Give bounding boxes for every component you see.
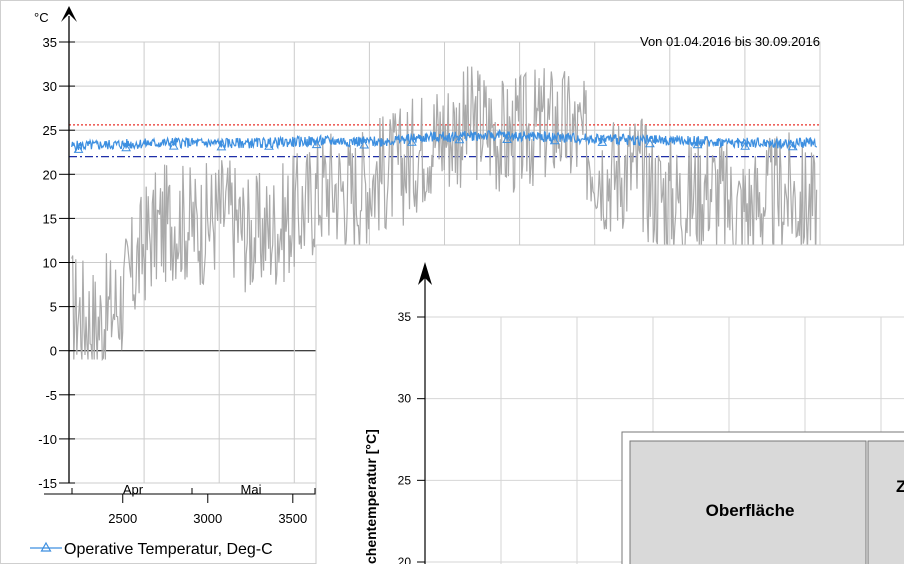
inset-y-tick-label: 35 <box>398 310 412 324</box>
series-marker <box>359 139 370 149</box>
legend-label: Operative Temperatur, Deg-C <box>64 541 273 558</box>
y-tick-label: 30 <box>43 79 57 94</box>
y-tick-label: 0 <box>50 344 57 359</box>
inset-y-axis-label: chentemperatur [°C] <box>363 429 379 564</box>
series-marker <box>73 144 84 153</box>
y-tick-label: 25 <box>43 123 57 138</box>
legend: Operative Temperatur, Deg-C <box>30 541 273 558</box>
table-header-oberflaeche: Oberfläche <box>706 501 795 520</box>
series-marker <box>406 137 417 146</box>
main-axes: 35 30 25 20 15 10 5 0 -5 -10 -15 2500 3000 3500 Apr Mai <box>38 6 330 526</box>
inset-y-axis-arrow <box>418 262 432 285</box>
series-marker <box>216 141 227 151</box>
y-tick-label: -10 <box>38 432 57 447</box>
y-tick-label: 5 <box>50 300 57 315</box>
y-tick-label: -15 <box>38 476 57 491</box>
x-tick-label: 2500 <box>108 511 137 526</box>
main-series-layer <box>69 66 820 362</box>
y-tick-label: 15 <box>43 211 57 226</box>
series-marker <box>121 142 132 152</box>
surface-table: Oberfläche Z <box>621 431 904 564</box>
series-marker <box>502 134 512 143</box>
y-unit-label: °C <box>34 10 49 25</box>
series-marker <box>454 134 465 144</box>
series-marker <box>645 138 655 148</box>
y-tick-label: -5 <box>45 388 57 403</box>
series-outside-temperature <box>71 66 818 362</box>
table-header-cell <box>629 440 867 564</box>
x-tick-label: 3500 <box>278 511 307 526</box>
series-marker <box>597 137 608 146</box>
month-label: Apr <box>123 482 144 497</box>
series-marker <box>787 141 798 151</box>
series-marker <box>311 139 322 149</box>
y-tick-label: 10 <box>43 256 57 271</box>
series-marker <box>740 141 751 150</box>
month-label: Mai <box>241 482 262 497</box>
legend-triangle-marker <box>40 541 52 552</box>
series-marker <box>692 139 703 149</box>
inset-axes: 35 30 25 20 <box>398 262 432 564</box>
series-marker <box>264 141 274 150</box>
series-marker <box>168 141 179 150</box>
inset-y-tick-label: 30 <box>398 392 412 406</box>
table-header-truncated: Z <box>896 477 904 496</box>
inset-y-tick-label: 25 <box>398 473 412 487</box>
series-operative-temperature <box>71 128 818 153</box>
series-marker <box>549 135 560 145</box>
y-tick-label: 20 <box>43 167 57 182</box>
y-axis-arrow <box>61 6 77 22</box>
inset-chart: 35 30 25 20 chentemperatur [°C] Oberfläche … <box>315 244 904 564</box>
table-header-cell-2 <box>867 440 904 564</box>
x-tick-label: 3000 <box>193 511 222 526</box>
y-tick-label: 35 <box>43 35 57 50</box>
chart-subtitle: Von 01.04.2016 bis 30.09.2016 <box>640 34 820 49</box>
inset-y-tick-label: 20 <box>398 555 412 564</box>
